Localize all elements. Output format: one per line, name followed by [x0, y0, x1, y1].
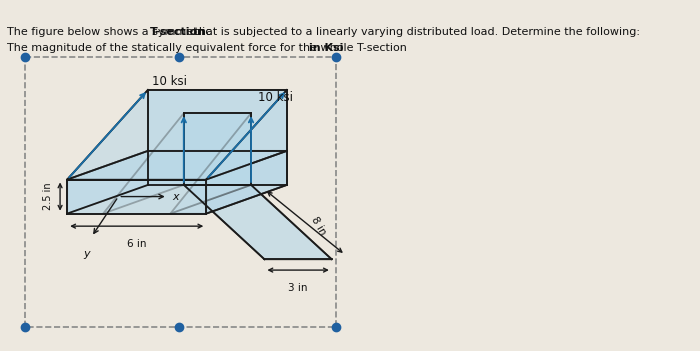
Text: in Ksi: in Ksi	[309, 43, 344, 53]
Text: 6 in: 6 in	[127, 239, 146, 249]
Polygon shape	[67, 179, 206, 214]
Polygon shape	[103, 113, 184, 214]
Polygon shape	[67, 151, 287, 179]
Text: that is subjected to a linearly varying distributed load. Determine the followin: that is subjected to a linearly varying …	[191, 27, 640, 37]
Text: The magnitude of the statically equivalent force for the whole T-section: The magnitude of the statically equivale…	[7, 43, 414, 53]
Text: 3 in: 3 in	[288, 283, 307, 293]
Polygon shape	[67, 151, 148, 214]
Polygon shape	[184, 185, 332, 259]
Text: 2.5 in: 2.5 in	[43, 183, 52, 210]
Polygon shape	[170, 113, 251, 214]
Polygon shape	[148, 151, 287, 185]
Text: 10 ksi: 10 ksi	[258, 91, 293, 104]
Polygon shape	[206, 90, 287, 179]
Text: 10 ksi: 10 ksi	[153, 75, 188, 88]
Polygon shape	[170, 185, 287, 214]
Text: x: x	[172, 192, 178, 201]
Text: The figure below shows a symmetric: The figure below shows a symmetric	[7, 27, 215, 37]
Polygon shape	[184, 113, 251, 185]
Text: T-section: T-section	[150, 27, 206, 37]
Text: y: y	[84, 249, 90, 259]
Polygon shape	[67, 90, 287, 179]
Polygon shape	[148, 90, 287, 151]
Polygon shape	[206, 151, 287, 214]
Polygon shape	[184, 113, 251, 185]
Text: 8 in: 8 in	[309, 215, 328, 237]
Polygon shape	[67, 90, 148, 179]
